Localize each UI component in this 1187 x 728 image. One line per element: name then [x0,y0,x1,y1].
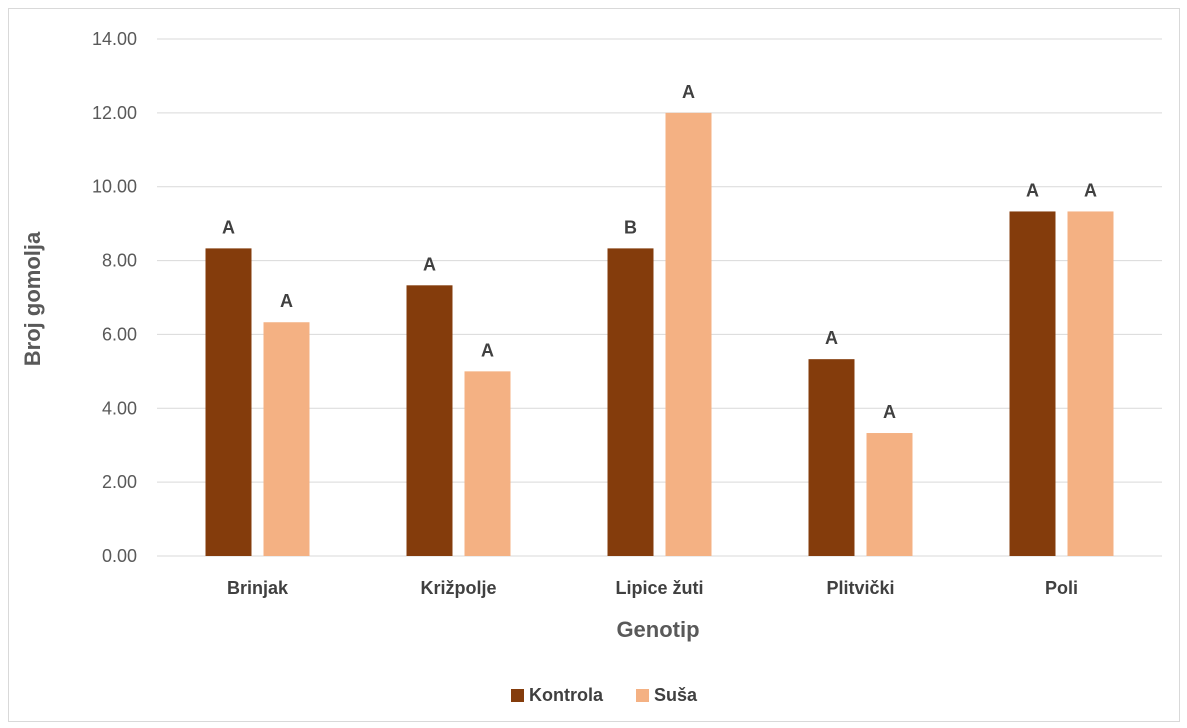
data-labels: A A A A B A A A A A [222,82,1097,422]
bar-kontrola-0 [205,248,252,556]
bar-suša-2 [665,112,712,556]
y-tick-label: 8.00 [102,251,137,271]
category-label: Brinjak [227,578,289,598]
y-tick-label: 2.00 [102,472,137,492]
bar-kontrola-4 [1009,211,1056,556]
legend: Kontrola Suša [511,685,698,705]
data-label: B [624,217,637,237]
legend-label: Suša [654,685,698,705]
bar-kontrola-1 [406,285,453,556]
bar-suša-0 [263,322,310,556]
data-label: A [222,217,235,237]
legend-label: Kontrola [529,685,604,705]
bar-kontrola-2 [607,248,654,556]
y-tick-label: 6.00 [102,324,137,344]
category-label: Križpolje [420,578,496,598]
data-label: A [481,340,494,360]
bars [205,112,1114,556]
chart-frame [8,8,1180,722]
data-label: A [1084,180,1097,200]
legend-swatch-suša [636,689,649,702]
data-label: A [825,328,838,348]
gridlines [157,38,1162,557]
x-axis-title: Genotip [616,617,699,642]
y-tick-label: 14.00 [92,29,137,49]
category-label: Plitvički [826,578,894,598]
bar-suša-4 [1067,211,1114,556]
bar-suša-1 [464,371,511,556]
y-axis-title: Broj gomolja [20,231,45,366]
y-tick-label: 0.00 [102,546,137,566]
data-label: A [423,254,436,274]
data-label: A [1026,180,1039,200]
bar-kontrola-3 [808,359,855,556]
category-labels: Brinjak Križpolje Lipice žuti Plitvički Poli [227,578,1078,598]
y-tick-labels: 0.00 2.00 4.00 6.00 8.00 10.00 12.00 14.00 [92,29,137,566]
y-tick-label: 10.00 [92,177,137,197]
legend-swatch-kontrola [511,689,524,702]
category-label: Lipice žuti [615,578,703,598]
category-label: Poli [1045,578,1078,598]
bar-suša-3 [866,433,913,556]
data-label: A [682,82,695,102]
y-tick-label: 4.00 [102,398,137,418]
data-label: A [883,402,896,422]
y-tick-label: 12.00 [92,103,137,123]
data-label: A [280,291,293,311]
